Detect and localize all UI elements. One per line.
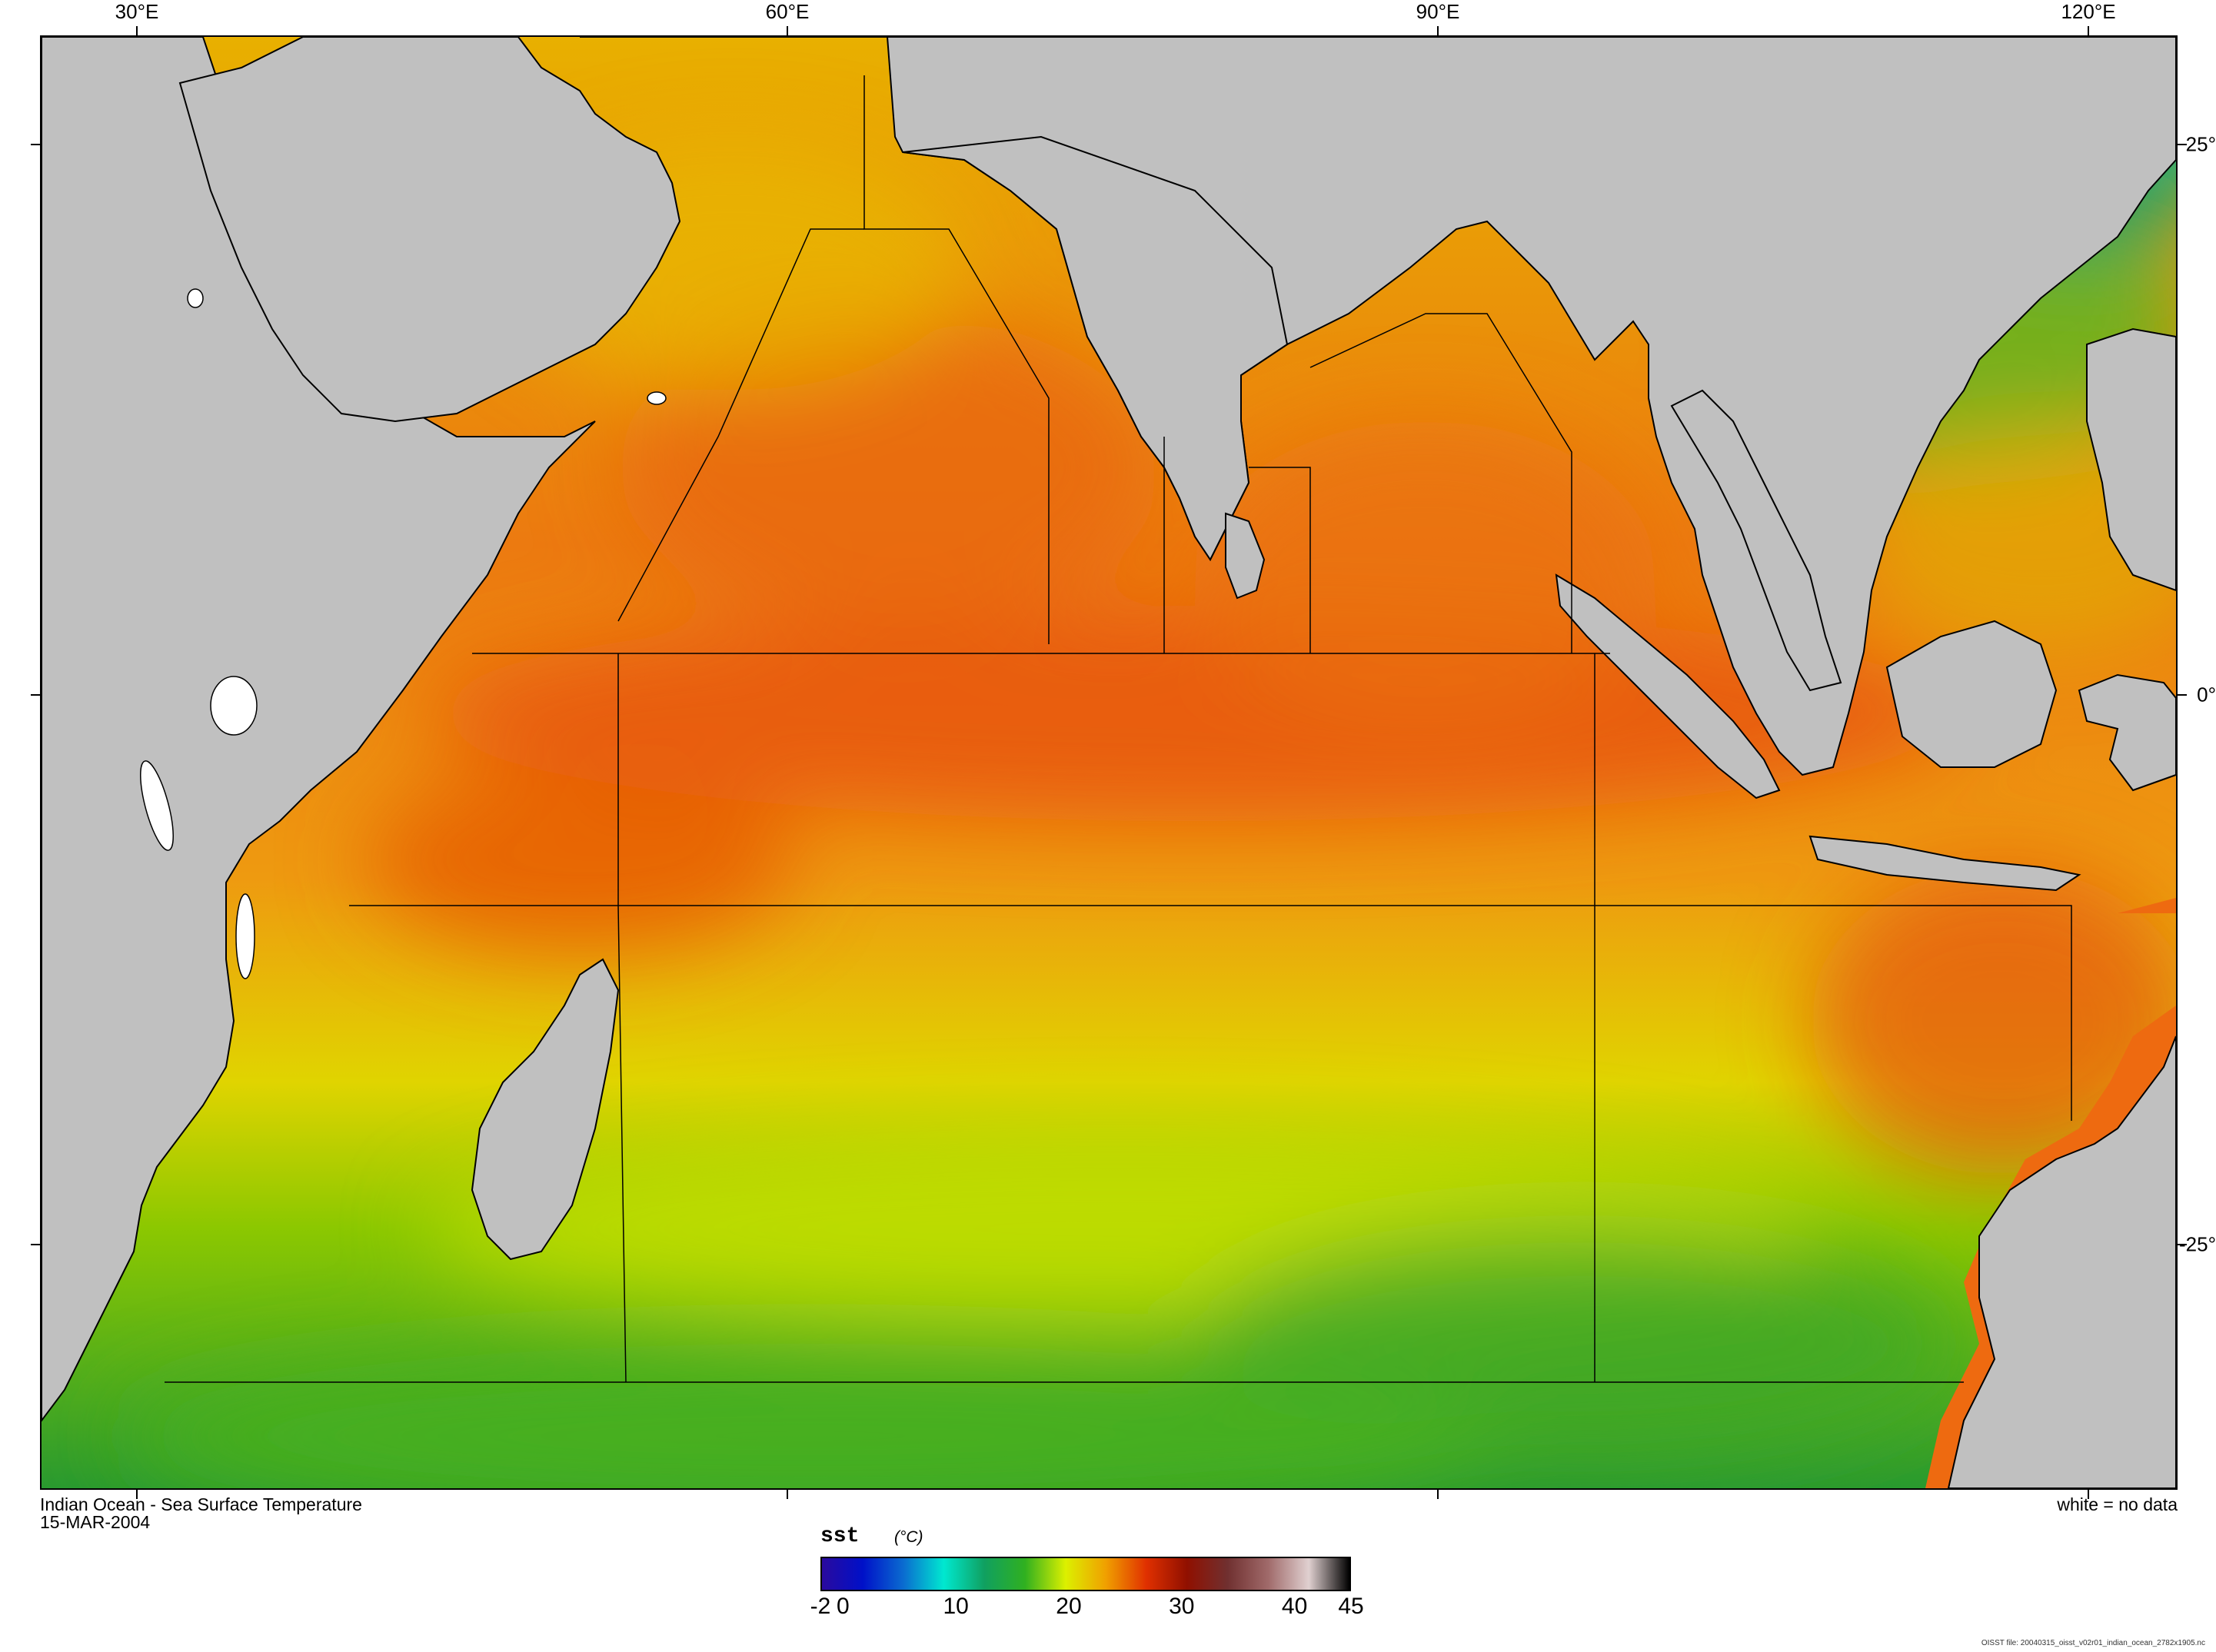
lon-label-30: 30°E: [115, 0, 159, 23]
land-australia-main: [1947, 1035, 2177, 1489]
region-boundaries: [165, 75, 2072, 1383]
lat-tick: [31, 144, 40, 145]
no-data-areas: [140, 288, 667, 979]
land-sumatra: [1555, 573, 1781, 799]
lat-tick: [2178, 1244, 2187, 1245]
sst-map: [40, 6, 2216, 1528]
lon-tick: [2088, 1490, 2089, 1499]
land-sri-lanka: [1225, 512, 1266, 600]
colorbar-variable: sst: [820, 1524, 860, 1548]
lat-tick: [2178, 144, 2187, 145]
lon-label-90: 90°E: [1416, 0, 1460, 23]
map-date: 15-MAR-2004: [40, 1512, 151, 1532]
colorbar-tick-label: 20: [1056, 1594, 1082, 1619]
sst-map-canvas: [41, 6, 2216, 1528]
lat-label-0: 0°: [2197, 683, 2216, 706]
colorbar-tick-label: -2: [810, 1594, 831, 1619]
land-java: [1808, 835, 2081, 892]
land-indochina: [1670, 389, 1842, 692]
lon-label-60: 60°E: [765, 0, 810, 23]
lat-tick: [2178, 693, 2187, 696]
lat-tick: [31, 693, 40, 696]
lon-tick: [136, 26, 138, 35]
colorbar-tick-label: 40: [1281, 1594, 1308, 1619]
land-philippines: [2086, 327, 2177, 592]
land-arabia: [178, 36, 681, 423]
land: [41, 36, 2177, 1489]
land-borneo: [1885, 620, 2058, 768]
lon-tick: [1437, 1490, 1439, 1499]
lon-tick: [1437, 26, 1439, 35]
colorbar-tick-label: 0: [837, 1594, 850, 1619]
no-data-note: white = no data: [2057, 1494, 2178, 1514]
land-sulawesi: [2078, 673, 2177, 792]
lat-label-25: 25°: [2185, 132, 2216, 156]
lon-tick: [787, 26, 788, 35]
map-title: Indian Ocean - Sea Surface Temperature: [40, 1494, 362, 1514]
colorbar-tick-label: 30: [1169, 1594, 1195, 1619]
lon-tick: [787, 1490, 788, 1499]
land-madagascar: [471, 958, 620, 1261]
colorbar: [820, 1557, 1351, 1591]
lat-tick: [31, 1244, 40, 1245]
land-india: [902, 135, 1289, 561]
lon-tick: [136, 1490, 138, 1499]
colorbar-tick-label: 45: [1338, 1594, 1364, 1619]
lon-label-120: 120°E: [2061, 0, 2116, 23]
colorbar-tick-label: 10: [943, 1594, 969, 1619]
source-file-note: OISST file: 20040315_oisst_v02r01_indian…: [1981, 1639, 2205, 1647]
colorbar-units: (°C): [894, 1528, 923, 1546]
lon-tick: [2088, 26, 2089, 35]
